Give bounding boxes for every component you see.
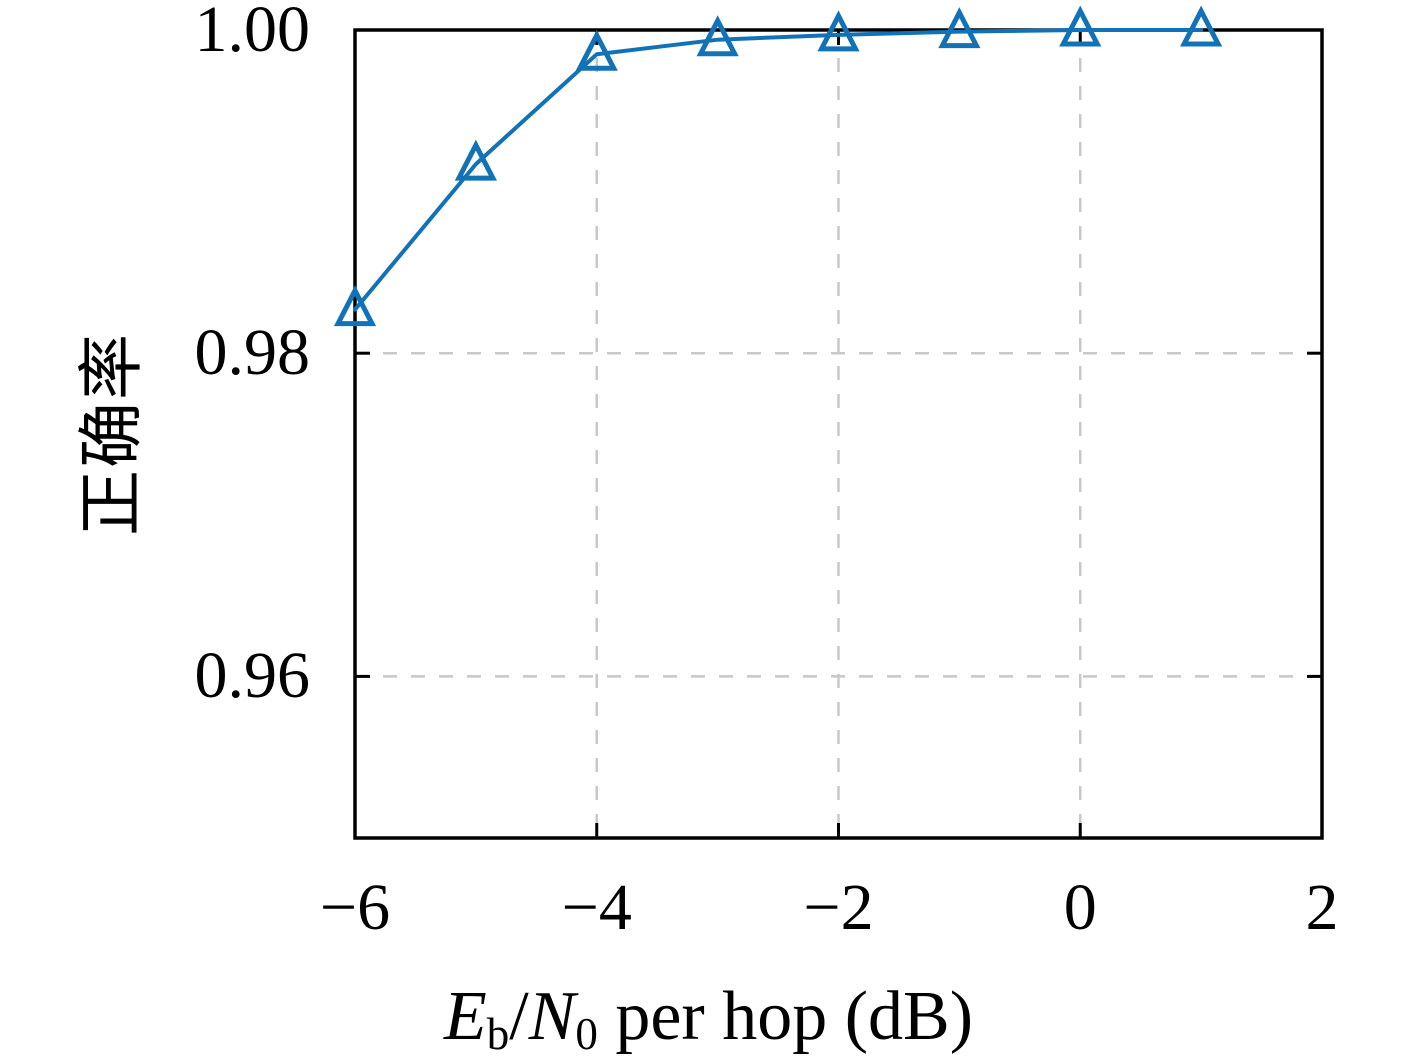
x-tick-label: −2 [803,871,874,944]
x-axis-title-var1-sub: b [486,1009,510,1059]
x-tick-label: 0 [1063,871,1097,944]
y-axis-title: 正确率 [76,332,149,536]
plot-border [353,28,1324,840]
x-axis-title-rest: per hop (dB) [597,978,974,1055]
x-axis-title-slash: / [509,978,529,1055]
data-point-marker [454,139,497,181]
x-axis-title-var2-sub: 0 [575,1009,598,1059]
x-tick-label: −6 [319,871,391,944]
data-point-marker [575,29,618,71]
x-tick-label: 2 [1305,871,1339,944]
data-line [353,28,1204,312]
x-axis-title: Eb/N0 per hop (dB) [0,982,1417,1057]
data-point-marker [938,7,981,49]
x-axis-title-var1: E [443,978,487,1055]
y-tick-label: 0.96 [194,639,311,713]
x-axis-title-var2: N [528,978,576,1055]
x-tick-label: −4 [561,871,632,944]
data-point-marker [333,285,377,327]
data-point-marker [817,10,860,52]
y-tick-label: 0.98 [194,316,311,390]
data-point-marker [1059,5,1102,47]
data-point-marker [1180,5,1223,47]
data-point-marker [696,15,739,57]
y-tick-label: 1.00 [194,0,311,66]
